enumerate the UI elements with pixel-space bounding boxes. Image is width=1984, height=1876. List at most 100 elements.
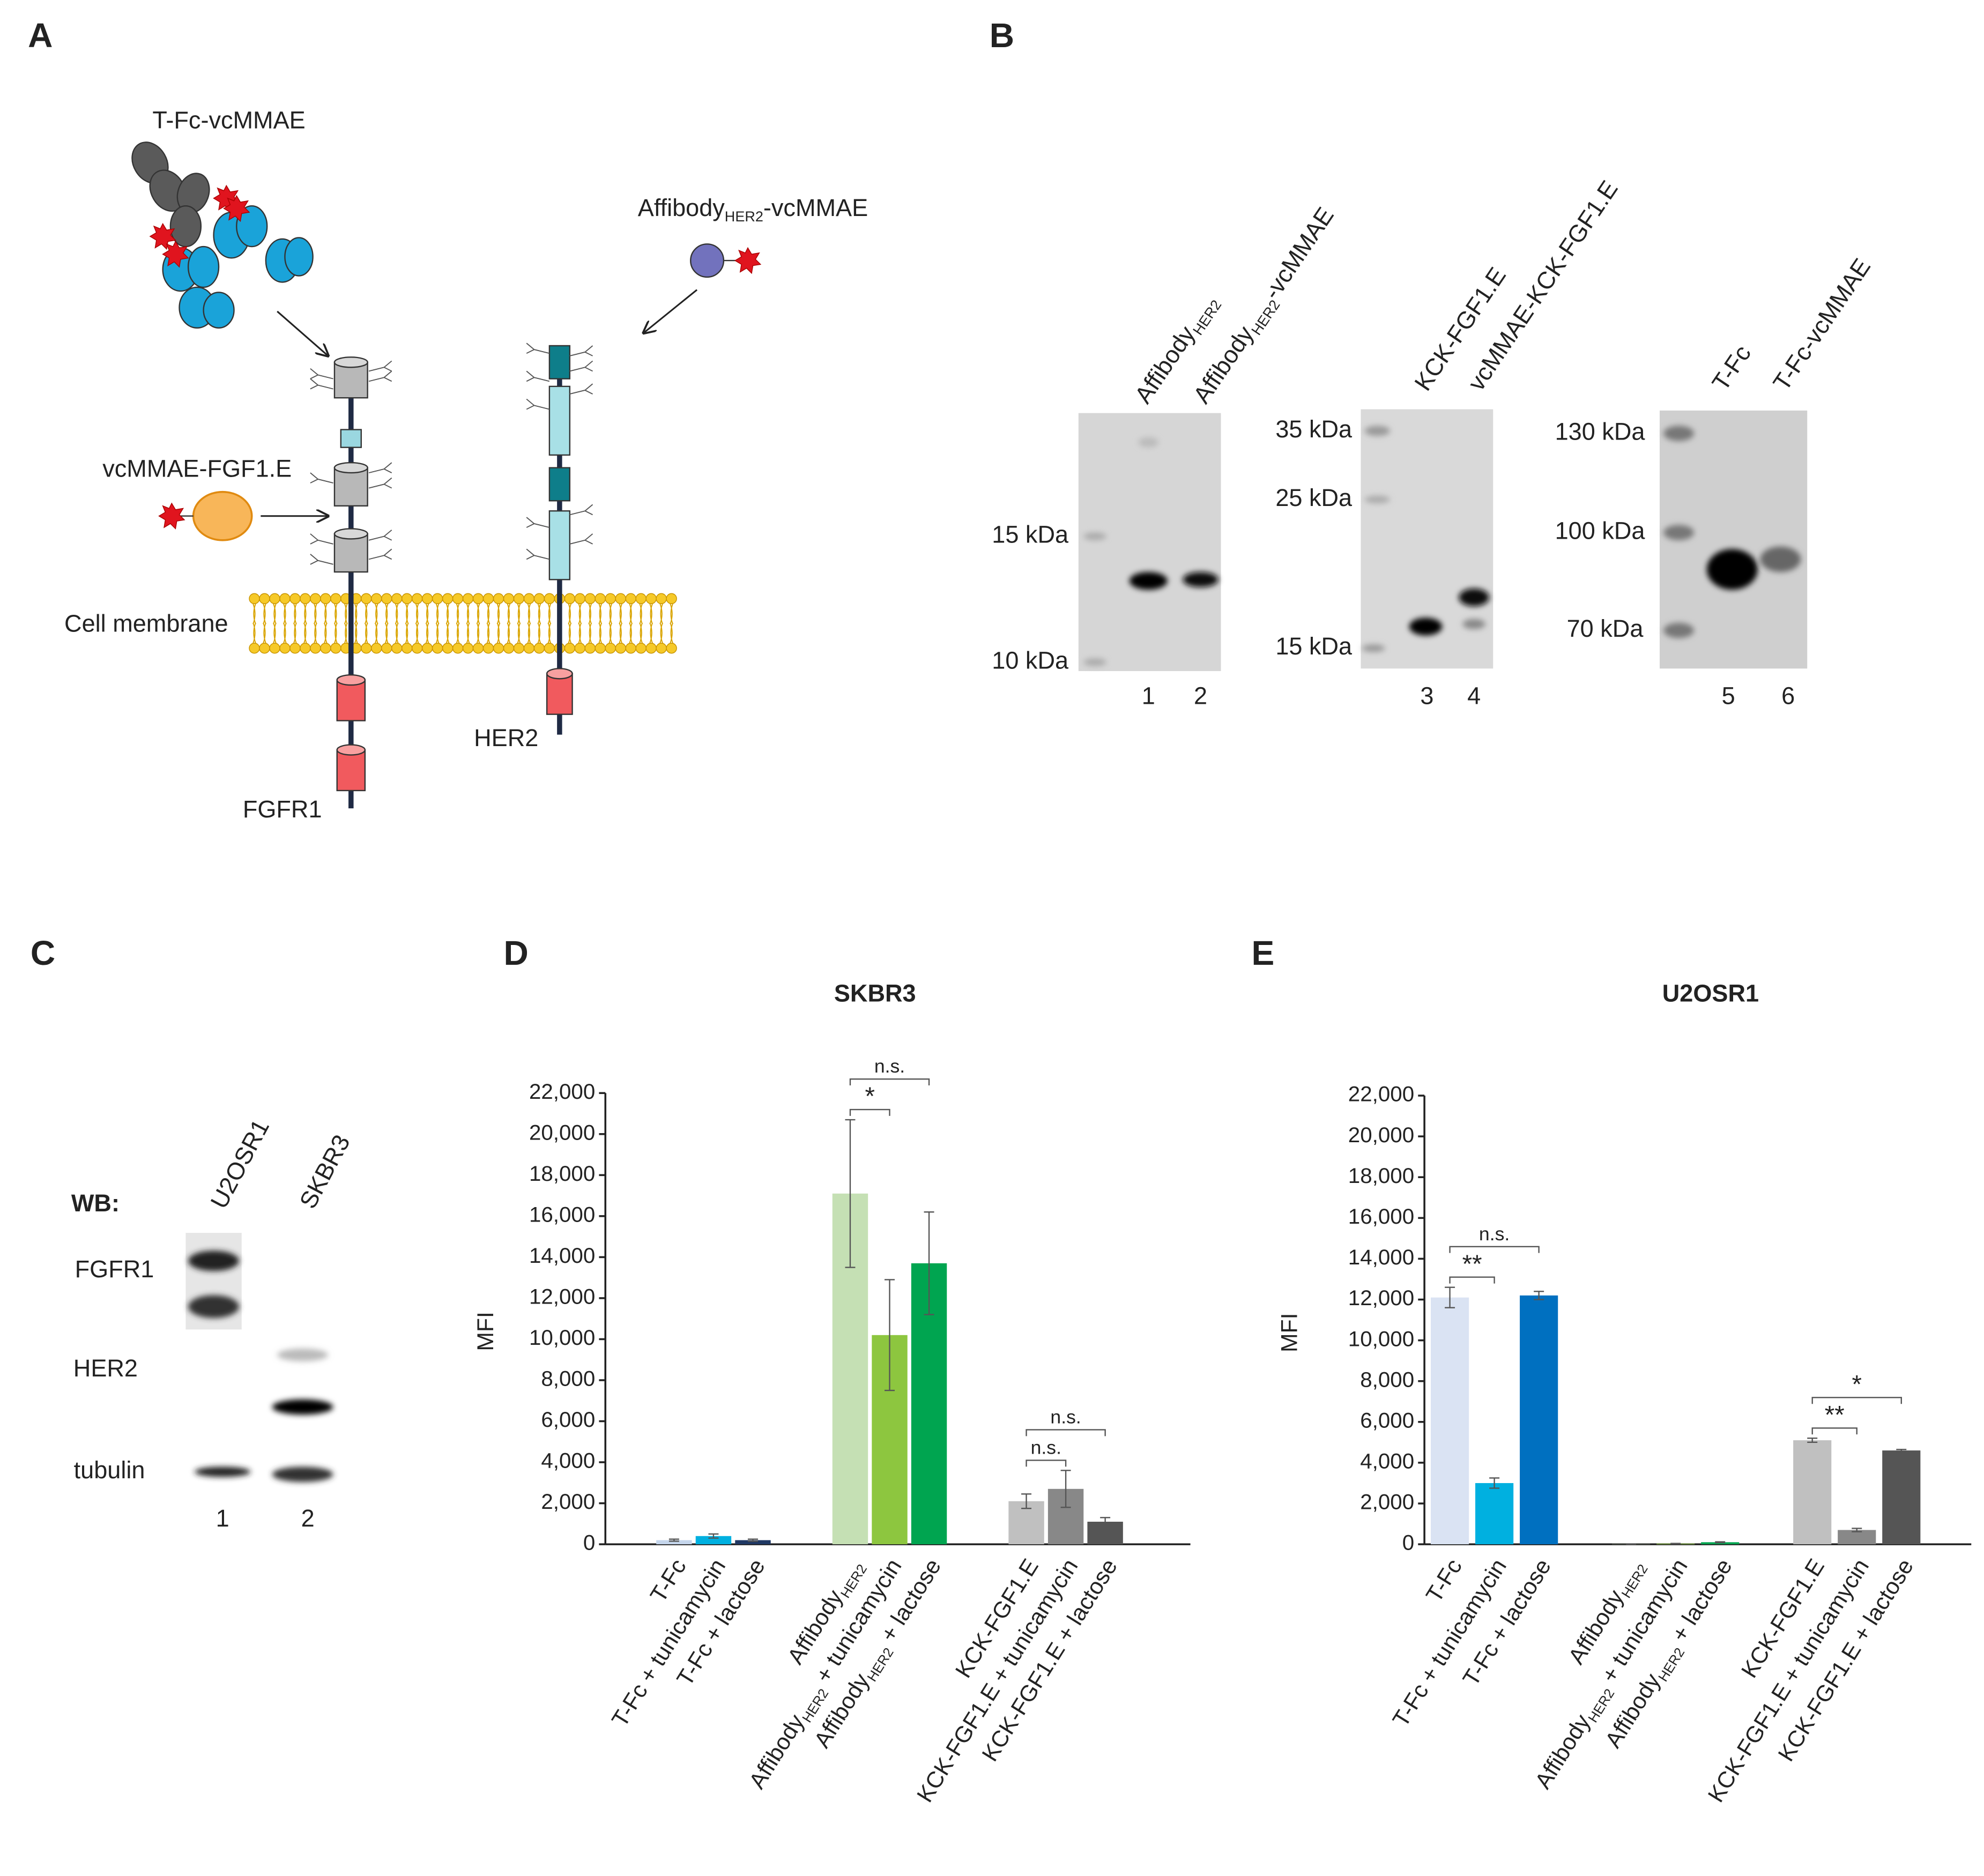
panel-letter: A	[28, 16, 53, 55]
lipid-head	[452, 643, 464, 654]
lipid-tail	[517, 604, 521, 644]
lipid-tail	[263, 604, 266, 644]
lipid-head	[574, 593, 586, 605]
her2	[546, 345, 573, 735]
error-bar	[845, 1119, 856, 1268]
arrow	[643, 289, 698, 333]
lipid-tail	[252, 604, 256, 644]
glycan	[368, 477, 392, 489]
lipid-head	[615, 593, 626, 605]
lipid-head	[615, 643, 626, 654]
lipid-tail	[476, 604, 480, 644]
significance-label: *	[1852, 1371, 1862, 1399]
lipid-head	[279, 593, 291, 605]
lipid-tail	[670, 604, 673, 644]
lipid-tail	[659, 604, 663, 644]
lipid-head	[472, 643, 484, 654]
lipid-head	[289, 643, 301, 654]
y-tick-label: 8,000	[1360, 1367, 1414, 1391]
lipid-tail	[496, 604, 501, 644]
marker-label: 15 kDa	[1275, 632, 1353, 660]
lipid-head	[269, 593, 280, 605]
lipid-head	[595, 643, 606, 654]
significance-label: n.s.	[1031, 1436, 1061, 1458]
lipid-head	[584, 593, 596, 605]
lipid-head	[421, 643, 433, 654]
y-tick-label: 0	[1402, 1530, 1414, 1555]
lipid-head	[249, 593, 260, 605]
y-tick-label: 20,000	[1348, 1122, 1414, 1147]
lipid-head	[361, 643, 372, 654]
lipid-head	[259, 643, 270, 654]
lipid-tail	[365, 604, 368, 644]
marker-label: 15 kDa	[992, 521, 1069, 548]
diagram: T-Fc-vcMMAE AffibodyHER2-vcMMAE vcMMAE-F…	[64, 107, 868, 823]
lipid-head	[482, 643, 494, 654]
lipid-tail	[283, 604, 287, 644]
significance-bracket	[849, 1078, 930, 1086]
y-tick-label: 12,000	[1348, 1285, 1414, 1310]
lane-label: SKBR3	[294, 1130, 355, 1213]
lane-number: 6	[1781, 682, 1795, 710]
lipid-head	[666, 643, 677, 654]
error-bar	[1100, 1517, 1111, 1527]
significance-label: n.s.	[874, 1055, 905, 1077]
glycan	[526, 548, 550, 560]
panel-letter: B	[990, 16, 1014, 55]
lipid-head	[462, 593, 474, 605]
significance-label: *	[865, 1082, 875, 1111]
lipid-head	[289, 593, 301, 605]
lipid-head	[544, 593, 555, 605]
lipid-head	[442, 643, 454, 654]
y-axis-label: MFI	[473, 1312, 499, 1351]
lipid-tail	[395, 604, 399, 644]
lipid-tail	[578, 604, 582, 644]
error-bar	[1715, 1541, 1726, 1544]
lipid-head	[523, 593, 535, 605]
lipid-head	[442, 593, 454, 605]
lipid-tail	[608, 604, 613, 644]
lipid-head	[401, 643, 413, 654]
lipid-head	[381, 593, 392, 605]
y-tick-label: 8,000	[541, 1366, 595, 1391]
lipid-head	[625, 643, 636, 654]
bar	[1430, 1297, 1469, 1545]
glycan	[569, 383, 593, 395]
lipid-head	[452, 593, 464, 605]
bands	[1083, 426, 1801, 666]
lipid-head	[300, 643, 311, 654]
significance-label: n.s.	[1479, 1223, 1510, 1245]
lipid-head	[523, 643, 535, 654]
significance-label: n.s.	[1050, 1406, 1081, 1428]
lipid-head	[401, 593, 413, 605]
lipid-head	[371, 593, 382, 605]
lipid-tail	[445, 604, 450, 644]
lipid-head	[513, 643, 525, 654]
lipid-head	[544, 643, 555, 654]
label: FGFR1	[243, 795, 322, 823]
error-bar	[1445, 1286, 1455, 1308]
affibody	[690, 243, 725, 278]
lipid-head	[656, 593, 667, 605]
lipid-tail	[547, 604, 552, 644]
lipid-head	[482, 593, 494, 605]
label: HER2	[474, 724, 538, 751]
glycan	[310, 378, 333, 390]
glycan	[368, 548, 392, 560]
marker-label: 10 kDa	[992, 646, 1069, 674]
label: vcMMAE-FGF1.E	[102, 455, 292, 482]
lane-number: 1	[1142, 682, 1155, 710]
lipid-tail	[456, 604, 460, 644]
y-tick-label: 12,000	[529, 1284, 595, 1309]
y-axis-label: MFI	[1276, 1313, 1302, 1352]
lipid-head	[330, 643, 341, 654]
y-tick-label: 6,000	[1360, 1408, 1414, 1432]
glycan	[368, 370, 392, 382]
western-blot: WB: U2OSR1 SKBR3 FGFR1 HER2 tubulin 1 2	[71, 1115, 355, 1532]
lipid-tail	[629, 604, 633, 644]
error-bar	[1852, 1528, 1862, 1532]
label: AffibodyHER2-vcMMAE	[638, 194, 868, 225]
y-tick-label: 16,000	[1348, 1204, 1414, 1229]
row-label: HER2	[73, 1354, 138, 1382]
lane-number: 2	[301, 1505, 315, 1532]
